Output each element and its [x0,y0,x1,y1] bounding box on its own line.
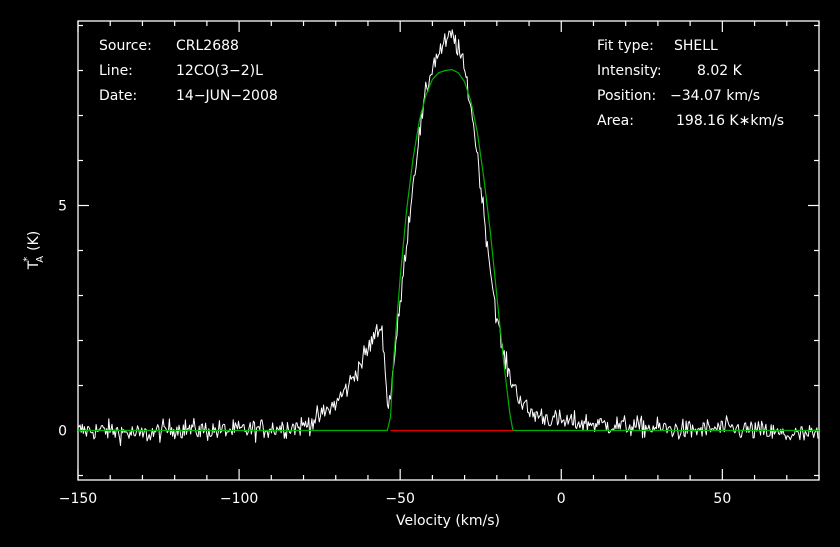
fit-curve [78,68,819,432]
info-area-key: Area: [597,113,634,129]
y-axis-label: T* A (K) [22,231,46,271]
series-layer [77,29,819,446]
y-axis-label-sub: A [35,256,46,263]
info-area-value: 198.16 K∗km/s [676,113,784,129]
info-fit-type-value: SHELL [674,38,718,54]
info-line-key: Line: [99,63,133,79]
x-axis-label: Velocity (km/s) [396,513,500,529]
x-tick-label: −100 [220,491,258,507]
y-tick-label: 0 [58,424,67,440]
x-tick-label: 50 [713,491,731,507]
x-tick-label: −150 [59,491,97,507]
info-intensity-key: Intensity: [597,63,662,79]
info-date-value: 14−JUN−2008 [176,88,278,104]
y-axis-label-main: T [26,260,42,270]
axis-ticks [77,21,820,480]
info-left: Source: CRL2688 Line: 12CO(3−2)L Date: 1… [99,38,278,104]
info-fit-type-key: Fit type: [597,38,654,54]
info-line-value: 12CO(3−2)L [176,63,263,79]
svg-text:T*A(K): T* A (K) [22,231,46,271]
info-right: Fit type: SHELL Intensity: 8.02 K Positi… [597,38,784,129]
y-axis-label-unit: (K) [26,231,42,251]
x-tick-label: −50 [385,491,415,507]
info-source-key: Source: [99,38,152,54]
info-position-key: Position: [597,88,656,104]
x-tick-label: 0 [557,491,566,507]
axis-tick-labels: −150 −100 −50 0 50 0 5 [58,199,731,508]
info-position-value: −34.07 km/s [670,88,760,104]
y-tick-label: 5 [58,199,67,215]
info-source-value: CRL2688 [176,38,239,54]
info-intensity-value: 8.02 K [697,63,743,79]
info-date-key: Date: [99,88,137,104]
y-axis-label-sup: * [22,257,33,262]
